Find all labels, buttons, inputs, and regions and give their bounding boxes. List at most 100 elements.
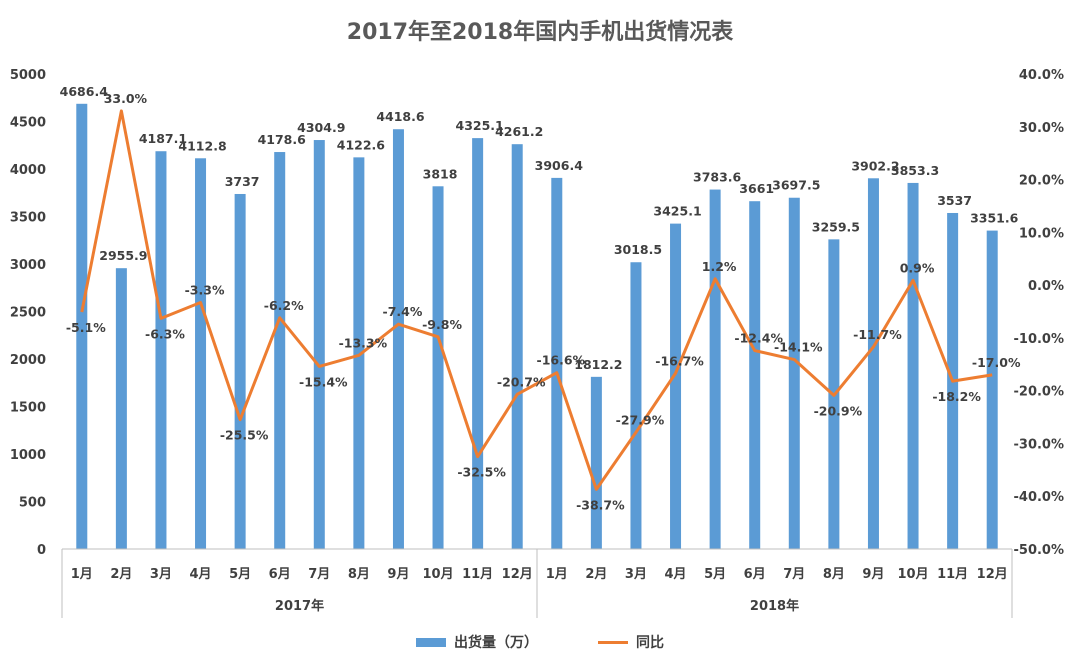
y-right-tick-label: 10.0% bbox=[1019, 226, 1064, 241]
y-right-tick-label: 0.0% bbox=[1028, 279, 1064, 294]
bar-value-label: 4418.6 bbox=[376, 109, 425, 124]
bar-value-label: 3018.5 bbox=[614, 242, 662, 257]
bar-value-label: 4178.6 bbox=[258, 132, 307, 147]
x-tick-label: 4月 bbox=[665, 567, 687, 582]
x-tick-label: 11月 bbox=[462, 567, 493, 582]
x-tick-label: 12月 bbox=[502, 567, 533, 582]
x-group-label: 2017年 bbox=[275, 598, 324, 614]
x-tick-label: 1月 bbox=[546, 567, 568, 582]
bar bbox=[670, 223, 682, 550]
legend: 出货量（万） 同比 bbox=[0, 632, 1080, 652]
x-tick-label: 6月 bbox=[744, 567, 766, 582]
bar-value-label: 4325.1 bbox=[456, 118, 504, 133]
y-left-tick-label: 500 bbox=[19, 496, 46, 511]
legend-swatch-bar bbox=[416, 637, 446, 647]
bar-value-label: 3906.4 bbox=[535, 158, 584, 173]
x-tick-label: 8月 bbox=[823, 567, 845, 582]
y-left-tick-label: 1500 bbox=[10, 401, 46, 416]
bar bbox=[432, 186, 444, 550]
x-tick-label: 2月 bbox=[585, 567, 607, 582]
line-value-label: -38.7% bbox=[576, 497, 625, 512]
bar bbox=[155, 151, 167, 549]
x-tick-label: 7月 bbox=[783, 567, 805, 582]
line-value-label: -20.9% bbox=[814, 403, 863, 418]
bar-value-label: 3818 bbox=[423, 166, 458, 181]
bar bbox=[867, 178, 879, 549]
bar-value-label: 3697.5 bbox=[772, 178, 820, 193]
bar bbox=[353, 157, 365, 549]
bar bbox=[274, 152, 286, 549]
legend-swatch-line bbox=[598, 640, 628, 644]
y-right-tick-label: -20.0% bbox=[1014, 385, 1065, 400]
bar-value-label: 3537 bbox=[937, 193, 972, 208]
y-left-tick-label: 1000 bbox=[10, 448, 46, 463]
x-tick-label: 11月 bbox=[937, 567, 968, 582]
line-value-label: -17.0% bbox=[972, 355, 1021, 370]
y-right-tick-label: 40.0% bbox=[1019, 68, 1064, 83]
bar-value-label: 4304.9 bbox=[297, 120, 345, 135]
bar-value-label: 2955.9 bbox=[99, 248, 147, 263]
bar-value-label: 3259.5 bbox=[812, 219, 860, 234]
line-value-label: -25.5% bbox=[220, 428, 269, 443]
yoy-line bbox=[80, 109, 993, 491]
bar-value-label: 3853.3 bbox=[891, 163, 939, 178]
bar bbox=[392, 129, 404, 549]
bar-value-label: 4686.4 bbox=[60, 84, 109, 99]
line-value-label: 33.0% bbox=[104, 91, 148, 106]
line-value-label: -12.4% bbox=[734, 331, 783, 346]
line-value-label: -16.7% bbox=[655, 353, 704, 368]
y-left-tick-label: 3500 bbox=[10, 211, 46, 226]
bar bbox=[907, 182, 919, 549]
x-tick-label: 3月 bbox=[150, 567, 172, 582]
line-value-label: -11.7% bbox=[853, 327, 902, 342]
bar bbox=[76, 103, 88, 550]
line-value-label: -14.1% bbox=[774, 340, 823, 355]
x-tick-label: 10月 bbox=[897, 567, 928, 582]
legend-item-line: 同比 bbox=[598, 632, 664, 652]
x-tick-label: 1月 bbox=[71, 567, 93, 582]
y-left-tick-label: 5000 bbox=[10, 68, 46, 83]
bar bbox=[234, 193, 246, 550]
line-value-label: -6.3% bbox=[145, 326, 185, 341]
y-left-tick-label: 2000 bbox=[10, 353, 46, 368]
x-tick-label: 3月 bbox=[625, 567, 647, 582]
bar bbox=[986, 230, 998, 549]
x-tick-label: 7月 bbox=[308, 567, 330, 582]
bar-value-label: 4122.6 bbox=[337, 137, 386, 152]
line-value-label: -6.2% bbox=[264, 298, 304, 313]
line-value-label: -18.2% bbox=[932, 389, 981, 404]
y-right-tick-label: -40.0% bbox=[1014, 490, 1065, 505]
y-left-tick-label: 2500 bbox=[10, 306, 46, 321]
chart-title: 2017年至2018年国内手机出货情况表 bbox=[346, 20, 734, 45]
bar-value-label: 4112.8 bbox=[178, 138, 226, 153]
y-left-tick-label: 0 bbox=[37, 543, 46, 558]
bar bbox=[630, 262, 642, 549]
bar-value-label: 3351.6 bbox=[970, 211, 1019, 226]
bar-value-label: 4261.2 bbox=[495, 124, 543, 139]
bar-value-label: 1812.2 bbox=[574, 357, 622, 372]
line-value-label: 1.2% bbox=[702, 259, 737, 274]
bar bbox=[749, 201, 761, 549]
y-right-tick-label: 30.0% bbox=[1019, 121, 1064, 136]
line-value-label: -7.4% bbox=[383, 304, 423, 319]
bar bbox=[195, 158, 207, 549]
bar-value-label: 3661 bbox=[739, 181, 774, 196]
bar bbox=[511, 144, 523, 549]
x-tick-label: 9月 bbox=[862, 567, 884, 582]
bar-value-label: 3902.2 bbox=[851, 158, 899, 173]
bar-value-label: 3425.1 bbox=[653, 204, 701, 219]
line-value-label: -16.6% bbox=[537, 353, 586, 368]
bar bbox=[551, 177, 563, 549]
y-right-tick-label: -50.0% bbox=[1014, 543, 1065, 558]
bar bbox=[313, 140, 325, 550]
y-right-tick-label: -30.0% bbox=[1014, 437, 1065, 452]
x-tick-label: 5月 bbox=[704, 567, 726, 582]
y-left-tick-label: 4000 bbox=[10, 163, 46, 178]
x-tick-label: 10月 bbox=[422, 567, 453, 582]
line-value-label: -27.9% bbox=[616, 412, 665, 427]
bar bbox=[709, 189, 721, 550]
y-right-tick-label: 20.0% bbox=[1019, 174, 1064, 189]
y-right-tick-label: -10.0% bbox=[1014, 332, 1065, 347]
line-value-label: -15.4% bbox=[299, 374, 348, 389]
